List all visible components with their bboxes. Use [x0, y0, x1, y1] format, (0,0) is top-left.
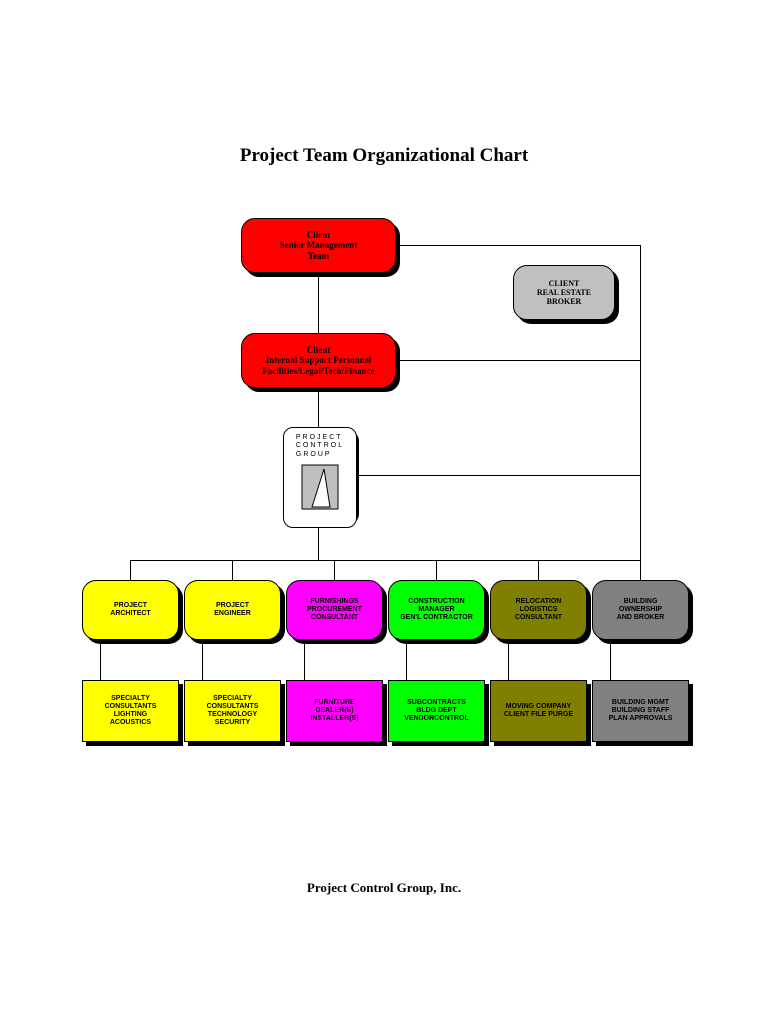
connector [640, 560, 641, 580]
node-line: MOVING COMPANY [506, 703, 572, 711]
node-line: DEALER(S) [315, 707, 353, 715]
node-line: PROJECT [216, 602, 249, 610]
node-line: GEN'L CONTRACTOR [400, 614, 473, 622]
connector [406, 640, 407, 680]
node-line: BLDG DEPT [416, 707, 456, 715]
connector [610, 640, 611, 680]
connector [130, 560, 131, 580]
row1-furnishings: FURNISHINGSPROCUREMENTCONSULTANT [286, 580, 383, 640]
node-line: OWNERSHIP [619, 606, 662, 614]
node-line: SECURITY [215, 719, 250, 727]
node-line: CLIENT [549, 279, 580, 288]
node-line: ENGINEER [214, 610, 251, 618]
node-line: Internal Support Personnel [266, 355, 372, 365]
pcg-label: PROJECTCONTROLGROUP [296, 434, 344, 459]
node-line: CONSULTANTS [105, 703, 157, 711]
connector [436, 560, 437, 580]
node-line: CONSULTANT [515, 614, 562, 622]
node-line: BUILDING STAFF [612, 707, 670, 715]
row2-furniture: FURNITUREDEALER(S)INSTALLER(S) [286, 680, 383, 742]
node-line: SPECIALTY [111, 695, 150, 703]
node-pcg: PROJECTCONTROLGROUP [283, 427, 357, 528]
node-line: SPECIALTY [213, 695, 252, 703]
connector [396, 360, 641, 361]
node-line: BROKER [547, 297, 582, 306]
node-line: REAL ESTATE [537, 288, 591, 297]
node-line: INSTALLER(S) [310, 715, 358, 723]
node-line: MANAGER [418, 606, 454, 614]
node-line: ACOUSTICS [110, 719, 151, 727]
node-line: Senior Management [280, 240, 358, 250]
node-client-senior: ClientSenior ManagementTeam [241, 218, 396, 273]
row2-moving-company: MOVING COMPANYCLIENT FILE PURGE [490, 680, 587, 742]
connector [396, 245, 641, 246]
node-line: Team [308, 251, 329, 261]
row1-relocation: RELOCATIONLOGISTICSCONSULTANT [490, 580, 587, 640]
row1-construction: CONSTRUCTIONMANAGERGEN'L CONTRACTOR [388, 580, 485, 640]
connector [508, 640, 509, 680]
node-line: Facilities/Legal/Tech/Finance [262, 366, 374, 376]
connector [318, 388, 319, 427]
row1-project: PROJECTARCHITECT [82, 580, 179, 640]
node-line: PROCUREMENT [307, 606, 362, 614]
node-line: TECHNOLOGY [208, 711, 257, 719]
row1-building: BUILDINGOWNERSHIPAND BROKER [592, 580, 689, 640]
node-line: BUILDING [624, 598, 658, 606]
connector [334, 560, 335, 580]
row2-specialty: SPECIALTYCONSULTANTSLIGHTINGACOUSTICS [82, 680, 179, 742]
connector [318, 273, 319, 333]
org-chart-page: Project Team Organizational Chart Client… [0, 0, 768, 1024]
connector [100, 640, 101, 680]
connector [355, 475, 641, 476]
row2-building-mgmt: BUILDING MGMTBUILDING STAFFPLAN APPROVAL… [592, 680, 689, 742]
connector [538, 560, 539, 580]
node-line: CONSULTANTS [207, 703, 259, 711]
node-line: LIGHTING [114, 711, 147, 719]
connector [232, 560, 233, 580]
node-line: FURNISHINGS [310, 598, 358, 606]
node-line: Client [307, 345, 331, 355]
pcg-label-line: PROJECT [296, 434, 344, 442]
row2-specialty: SPECIALTYCONSULTANTSTECHNOLOGYSECURITY [184, 680, 281, 742]
node-line: CONSTRUCTION [408, 598, 464, 606]
row2-subcontracts: SUBCONTRACTSBLDG DEPTVENDORCONTROL [388, 680, 485, 742]
node-line: SUBCONTRACTS [407, 699, 466, 707]
connector [202, 640, 203, 680]
node-line: CONSULTANT [311, 614, 358, 622]
connector [130, 560, 641, 561]
node-line: AND BROKER [617, 614, 664, 622]
node-line: PROJECT [114, 602, 147, 610]
footer-text: Project Control Group, Inc. [0, 880, 768, 896]
node-line: Client [307, 230, 331, 240]
node-line: ARCHITECT [110, 610, 150, 618]
node-line: BUILDING MGMT [612, 699, 669, 707]
chart-title: Project Team Organizational Chart [0, 145, 768, 167]
node-line: CLIENT FILE PURGE [504, 711, 573, 719]
pcg-logo-icon [300, 463, 340, 511]
node-line: FURNITURE [314, 699, 354, 707]
node-line: PLAN APPROVALS [609, 715, 673, 723]
node-client-internal: ClientInternal Support PersonnelFaciliti… [241, 333, 396, 388]
pcg-label-line: GROUP [296, 451, 344, 459]
node-line: VENDORCONTROL [404, 715, 469, 723]
node-client-broker: CLIENTREAL ESTATEBROKER [513, 265, 615, 320]
pcg-label-line: CONTROL [296, 442, 344, 450]
node-line: RELOCATION [516, 598, 562, 606]
row1-project: PROJECTENGINEER [184, 580, 281, 640]
node-line: LOGISTICS [520, 606, 558, 614]
connector [304, 640, 305, 680]
connector [640, 245, 641, 560]
